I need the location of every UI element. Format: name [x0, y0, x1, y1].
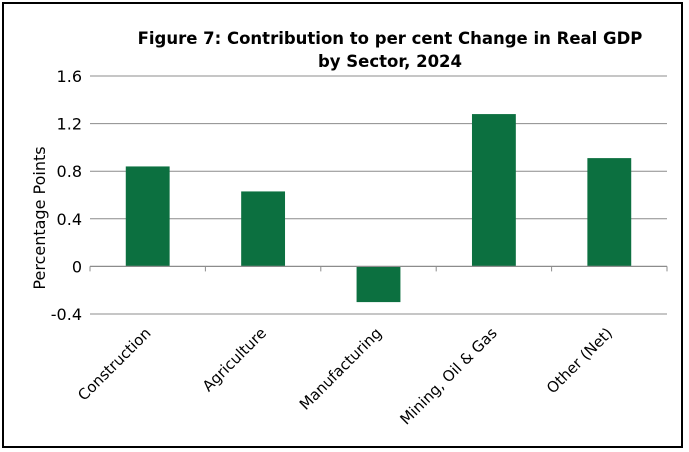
bar — [125, 166, 170, 267]
y-tick-label: 0.4 — [57, 210, 82, 229]
y-tick-label: 0.8 — [57, 162, 82, 181]
y-tick-labels: -0.4 0 0.4 0.8 1.2 1.6 — [51, 67, 82, 324]
x-tick-label: Mining, Oil & Gas — [397, 324, 501, 428]
y-tick-label: 1.2 — [57, 115, 82, 134]
chart-title-line-1: Figure 7: Contribution to per cent Chang… — [138, 29, 643, 48]
x-tick-label: Manufacturing — [296, 324, 386, 414]
gridlines — [90, 75, 667, 315]
bar-chart: Figure 7: Contribution to per cent Chang… — [30, 29, 668, 428]
y-tick-label: 0 — [72, 257, 82, 276]
bar — [471, 114, 516, 267]
x-tick-label: Agriculture — [199, 324, 270, 395]
y-tick-label: -0.4 — [51, 305, 82, 324]
y-tick-label: 1.6 — [57, 67, 82, 86]
x-tick-labels: Construction Agriculture Manufacturing Mini… — [74, 324, 616, 428]
bar — [587, 158, 632, 267]
bars — [125, 114, 632, 303]
x-tick-label: Other (Net) — [543, 324, 616, 397]
x-axis — [89, 265, 668, 272]
chart-title-line-2: by Sector, 2024 — [318, 52, 462, 71]
bar — [241, 191, 286, 267]
chart-frame: Figure 7: Contribution to per cent Chang… — [2, 2, 683, 448]
bar — [356, 266, 401, 303]
x-tick-label: Construction — [74, 324, 154, 404]
y-axis-title: Percentage Points — [30, 146, 49, 289]
